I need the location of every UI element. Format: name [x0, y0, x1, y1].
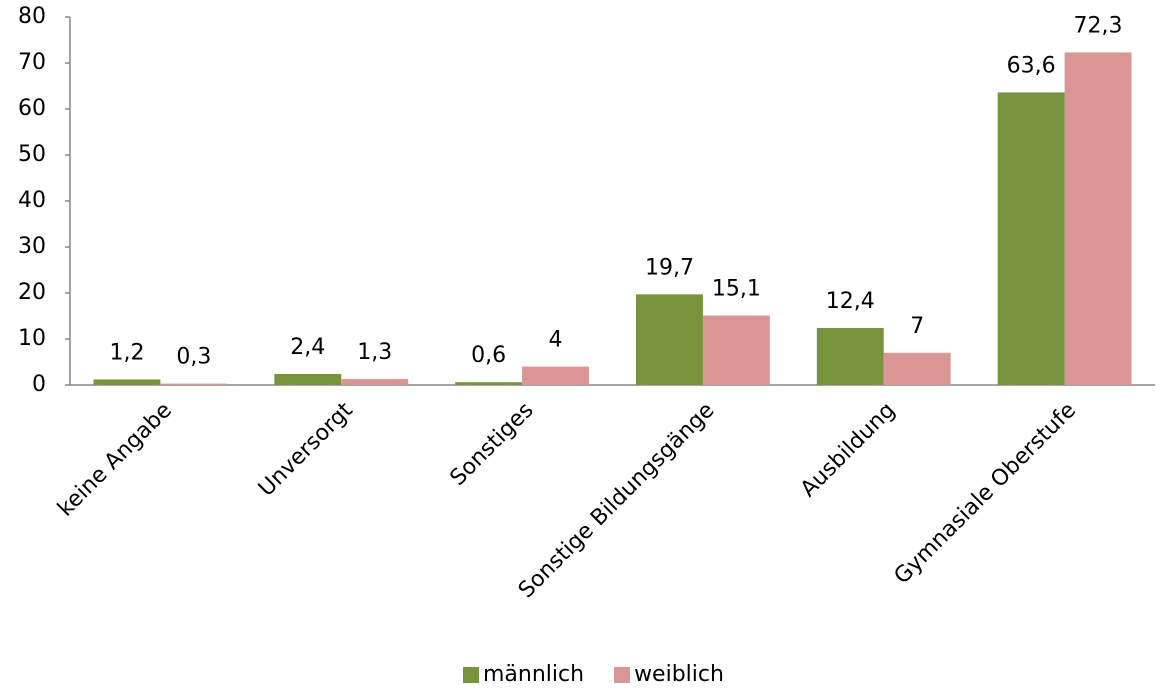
data-label: 15,1	[712, 277, 761, 302]
bar	[455, 382, 523, 385]
y-tick-label: 20	[18, 280, 46, 305]
y-tick-label: 10	[18, 326, 46, 351]
data-label: 63,6	[1007, 53, 1056, 78]
y-tick-label: 0	[32, 372, 46, 397]
data-label: 72,3	[1074, 13, 1123, 38]
x-tick-label: Ausbildung	[796, 398, 900, 502]
bar	[1064, 52, 1132, 386]
legend-swatch	[463, 667, 479, 683]
data-label: 4	[549, 328, 563, 353]
bar	[274, 373, 342, 385]
y-tick-label: 40	[18, 188, 46, 213]
data-label: 12,4	[826, 289, 875, 314]
bar	[160, 383, 228, 385]
data-label: 0,3	[176, 345, 211, 370]
bar	[341, 379, 409, 385]
y-tick-label: 60	[18, 96, 46, 121]
y-tick-label: 70	[18, 50, 46, 75]
legend-swatch	[614, 667, 631, 683]
bar	[636, 294, 703, 385]
y-tick-label: 30	[18, 234, 46, 259]
x-tick-label: keine Angabe	[53, 398, 177, 522]
x-tick-label: Unversorgt	[254, 398, 358, 502]
y-tick-label: 50	[18, 142, 46, 167]
y-tick-label: 80	[18, 4, 46, 29]
data-label: 1,2	[109, 340, 144, 365]
data-label: 2,4	[290, 335, 325, 360]
x-tick-label: Sonstiges	[446, 398, 539, 491]
bar	[883, 352, 951, 385]
data-label: 19,7	[645, 255, 694, 280]
bar	[93, 379, 161, 385]
legend-label: männlich	[483, 662, 584, 687]
data-label: 0,6	[471, 343, 506, 368]
bar	[997, 92, 1065, 385]
legend-label: weiblich	[634, 662, 724, 687]
bar	[702, 315, 770, 385]
bar	[816, 327, 884, 385]
bar	[522, 366, 589, 385]
data-label: 7	[910, 314, 924, 339]
data-label: 1,3	[357, 340, 392, 365]
x-tick-label: Gymnasiale Oberstufe	[890, 398, 1081, 589]
x-tick-label: Sonstige Bildungsgänge	[514, 398, 719, 603]
